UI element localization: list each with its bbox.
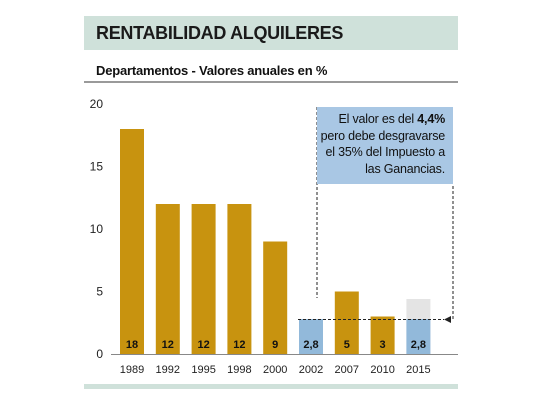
bar [191, 204, 216, 354]
y-axis: 0 5 10 15 20 [90, 97, 104, 361]
bar [299, 319, 323, 354]
x-tick-label: 1998 [227, 364, 251, 376]
x-tick-label: 2015 [406, 364, 430, 376]
callout-text: El valor es del 4,4% pero debe desgravar… [317, 111, 446, 177]
x-axis: 1989 1992 1995 1998 2000 2002 2007 2010 2015 [111, 354, 458, 376]
x-tick-label: 2000 [263, 364, 287, 376]
y-tick-label: 5 [96, 285, 103, 299]
chart-title: RENTABILIDAD ALQUILERES [96, 23, 344, 43]
bar-value-label: 12 [162, 339, 174, 351]
bottom-band [84, 384, 458, 389]
y-tick-label: 15 [90, 160, 104, 174]
bar-value-label: 2,8 [303, 339, 318, 351]
y-tick-label: 0 [96, 347, 103, 361]
chart-subtitle: Departamentos - Valores anuales en % [96, 63, 328, 78]
bar [227, 204, 252, 354]
x-tick-label: 2002 [299, 364, 323, 376]
bar-value-label: 18 [126, 339, 138, 351]
bar [334, 291, 359, 354]
bars [120, 129, 431, 354]
callout-box: El valor es del 4,4% pero debe desgravar… [317, 107, 453, 184]
y-tick-label: 10 [90, 222, 104, 236]
bar [406, 319, 431, 354]
callout-text-after: pero debe desgravarse el 35% del Impuest… [320, 128, 446, 176]
y-tick-label: 20 [90, 97, 104, 111]
x-tick-label: 1989 [120, 364, 144, 376]
x-tick-label: 2007 [335, 364, 359, 376]
bar-value-label: 9 [272, 339, 278, 351]
title-band: RENTABILIDAD ALQUILERES [84, 16, 458, 50]
bar-value-label: 3 [380, 339, 386, 351]
x-tick-label: 1992 [156, 364, 180, 376]
subtitle-divider [84, 81, 458, 83]
bar-value-label: 5 [344, 339, 350, 351]
x-tick-label: 2010 [370, 364, 394, 376]
bar-value-label: 12 [197, 339, 209, 351]
bar [263, 241, 288, 354]
bar [155, 204, 180, 354]
bar [120, 129, 144, 354]
x-tick-label: 1995 [191, 364, 215, 376]
callout-highlight: 4,4% [417, 112, 445, 126]
bar-value-label: 12 [233, 339, 245, 351]
callout-text-before: El valor es del [338, 112, 418, 126]
bar [370, 316, 395, 354]
callout-arrow-head [444, 316, 451, 323]
bar-value-label: 2,8 [411, 339, 426, 351]
